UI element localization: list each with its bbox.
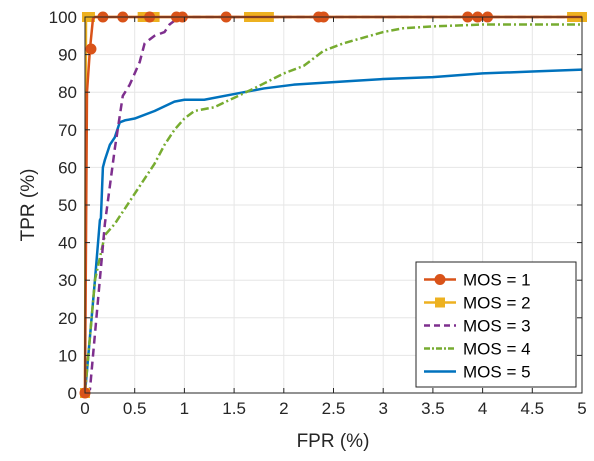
y-tick-label: 20: [58, 309, 77, 328]
series-4: [83, 23, 582, 394]
y-tick-label: 60: [58, 158, 77, 177]
y-tick-label: 40: [58, 234, 77, 253]
x-tick-label: 3: [378, 399, 387, 418]
y-tick-label: 0: [68, 384, 77, 403]
legend-item: MOS = 4: [424, 340, 531, 359]
y-tick-labels: 0 10 20 30 40 50 60 70 80 90 100: [49, 8, 77, 403]
y-tick-label: 90: [58, 46, 77, 65]
x-axis-label: FPR (%): [297, 431, 370, 452]
y-tick-label: 50: [58, 196, 77, 215]
legend-marker: [435, 297, 445, 308]
legend-item: MOS = 1: [424, 271, 531, 290]
legend-label: MOS = 4: [463, 340, 531, 359]
x-tick-label: 5: [577, 399, 586, 418]
x-tick-label: 2: [279, 399, 288, 418]
legend-label: MOS = 1: [463, 271, 531, 290]
tick-marks: [84, 16, 583, 394]
series-5: [83, 68, 583, 394]
legend-marker: [434, 274, 446, 285]
x-tick-label: 3.5: [421, 399, 445, 418]
legend-item: MOS = 5: [424, 363, 531, 382]
x-tick-label: 0.5: [123, 399, 147, 418]
y-tick-label: 100: [49, 8, 77, 27]
data-point-marker: [85, 43, 97, 55]
x-tick-labels: 0 0.5 1 1.5 2 2.5 3 3.5 4 4.5 5: [80, 399, 586, 418]
y-tick-label: 70: [58, 121, 77, 140]
legend-label: MOS = 3: [463, 317, 531, 336]
legend: MOS = 1 MOS = 2 MOS = 3 MOS = 4 MOS = 5: [415, 261, 577, 388]
y-tick-label: 30: [58, 271, 77, 290]
series-line: [83, 68, 583, 394]
series-line: [83, 23, 582, 394]
x-tick-label: 4: [478, 399, 487, 418]
y-axis-label: TPR (%): [18, 169, 39, 242]
legend-label: MOS = 5: [463, 363, 531, 382]
x-tick-label: 1: [180, 399, 189, 418]
y-tick-label: 80: [58, 83, 77, 102]
legend-item: MOS = 3: [424, 317, 531, 336]
x-tick-label: 0: [80, 399, 89, 418]
x-tick-label: 4.5: [520, 399, 544, 418]
x-tick-label: 1.5: [222, 399, 246, 418]
y-tick-label: 10: [58, 346, 77, 365]
x-tick-label: 2.5: [322, 399, 346, 418]
legend-item: MOS = 2: [424, 294, 531, 313]
legend-label: MOS = 2: [463, 294, 531, 313]
